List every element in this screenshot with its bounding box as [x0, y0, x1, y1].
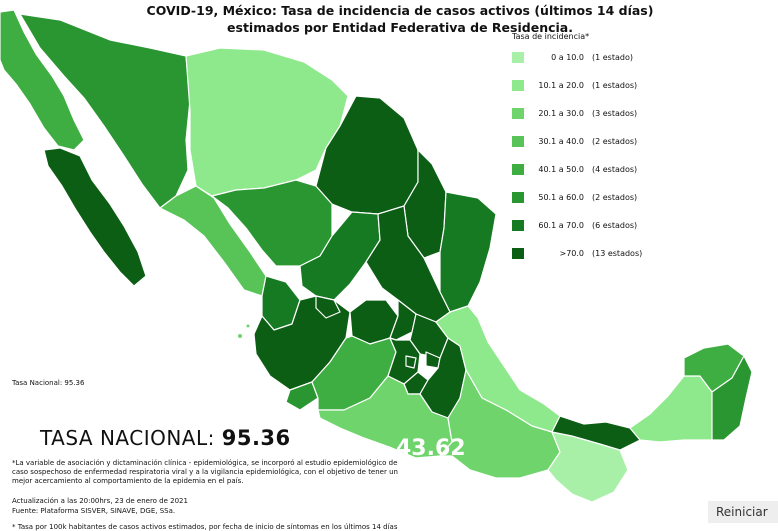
legend-swatch: [512, 108, 524, 119]
island-marker: [238, 334, 242, 338]
legend-range: 60.1 a 70.0: [538, 221, 584, 230]
island-marker: [246, 324, 250, 328]
rate-footnote: * Tasa por 100k habitantes de casos acti…: [12, 523, 398, 531]
legend-range: 10.1 a 20.0: [538, 81, 584, 90]
state-tamaulipas[interactable]: [439, 191, 497, 313]
state-colima[interactable]: [285, 381, 319, 411]
legend-range: 30.1 a 40.0: [538, 137, 584, 146]
state-aguascalientes[interactable]: [315, 295, 341, 319]
legend-count: (3 estados): [592, 109, 638, 118]
legend-count: (6 estados): [592, 221, 638, 230]
map-title: COVID-19, México: Tasa de incidencia de …: [120, 2, 680, 36]
legend-count: (2 estados): [592, 193, 638, 202]
legend-item: 40.1 a 50.0 (4 estados): [512, 164, 712, 176]
legend-item: 50.1 a 60.0 (2 estados): [512, 192, 712, 204]
legend-count: (2 estados): [592, 137, 638, 146]
legend-swatch: [512, 248, 524, 259]
national-rate: TASA NACIONAL: 95.36: [40, 426, 291, 450]
legend-count: (1 estado): [592, 53, 633, 62]
footnote: *La variable de asociación y dictaminaci…: [12, 459, 398, 485]
legend-count: (13 estados): [592, 249, 643, 258]
legend-swatch: [512, 164, 524, 175]
legend-swatch: [512, 80, 524, 91]
state-nuevo-leon[interactable]: [403, 149, 447, 259]
legend-range: 20.1 a 30.0: [538, 109, 584, 118]
title-line-1: COVID-19, México: Tasa de incidencia de …: [146, 3, 654, 18]
legend-range: >70.0: [559, 249, 584, 258]
national-rate-value: 95.36: [221, 426, 291, 450]
state-baja-california-sur[interactable]: [43, 147, 147, 287]
legend-swatch: [512, 136, 524, 147]
national-rate-label: TASA NACIONAL:: [40, 426, 215, 450]
legend-item: 0 a 10.0 (1 estado): [512, 52, 712, 64]
legend-count: (4 estados): [592, 165, 638, 174]
state-cdmx[interactable]: [405, 355, 417, 369]
legend-range: 40.1 a 50.0: [538, 165, 584, 174]
legend-item: >70.0 (13 estados): [512, 248, 712, 260]
state-chihuahua[interactable]: [185, 47, 349, 197]
update-timestamp: Actualización a las 20:00hrs, 23 de ener…: [12, 497, 188, 505]
legend-item: 60.1 a 70.0 (6 estados): [512, 220, 712, 232]
state-tabasco[interactable]: [551, 415, 641, 451]
legend-swatch: [512, 220, 524, 231]
state-baja-california[interactable]: [0, 9, 85, 151]
legend-swatch: [512, 192, 524, 203]
legend-range: 0 a 10.0: [551, 53, 584, 62]
legend-range: 50.1 a 60.0: [538, 193, 584, 202]
legend-swatch: [512, 52, 524, 63]
reset-button[interactable]: Reiniciar: [708, 501, 778, 523]
legend-item: 20.1 a 30.0 (3 estados): [512, 108, 712, 120]
state-campeche[interactable]: [629, 375, 713, 443]
state-quintana-roo[interactable]: [711, 355, 753, 441]
small-national-rate: Tasa Nacional: 95.36: [12, 379, 85, 387]
data-source: Fuente: Plataforma SISVER, SINAVE, DGE, …: [12, 507, 176, 515]
legend-count: (1 estados): [592, 81, 638, 90]
legend-title: Tasa de incidencia*: [512, 32, 590, 41]
title-line-2: estimados por Entidad Federativa de Resi…: [227, 20, 573, 35]
legend-item: 30.1 a 40.0 (2 estados): [512, 136, 712, 148]
legend-item: 10.1 a 20.0 (1 estados): [512, 80, 712, 92]
map-value-label: 43.62: [396, 436, 466, 461]
